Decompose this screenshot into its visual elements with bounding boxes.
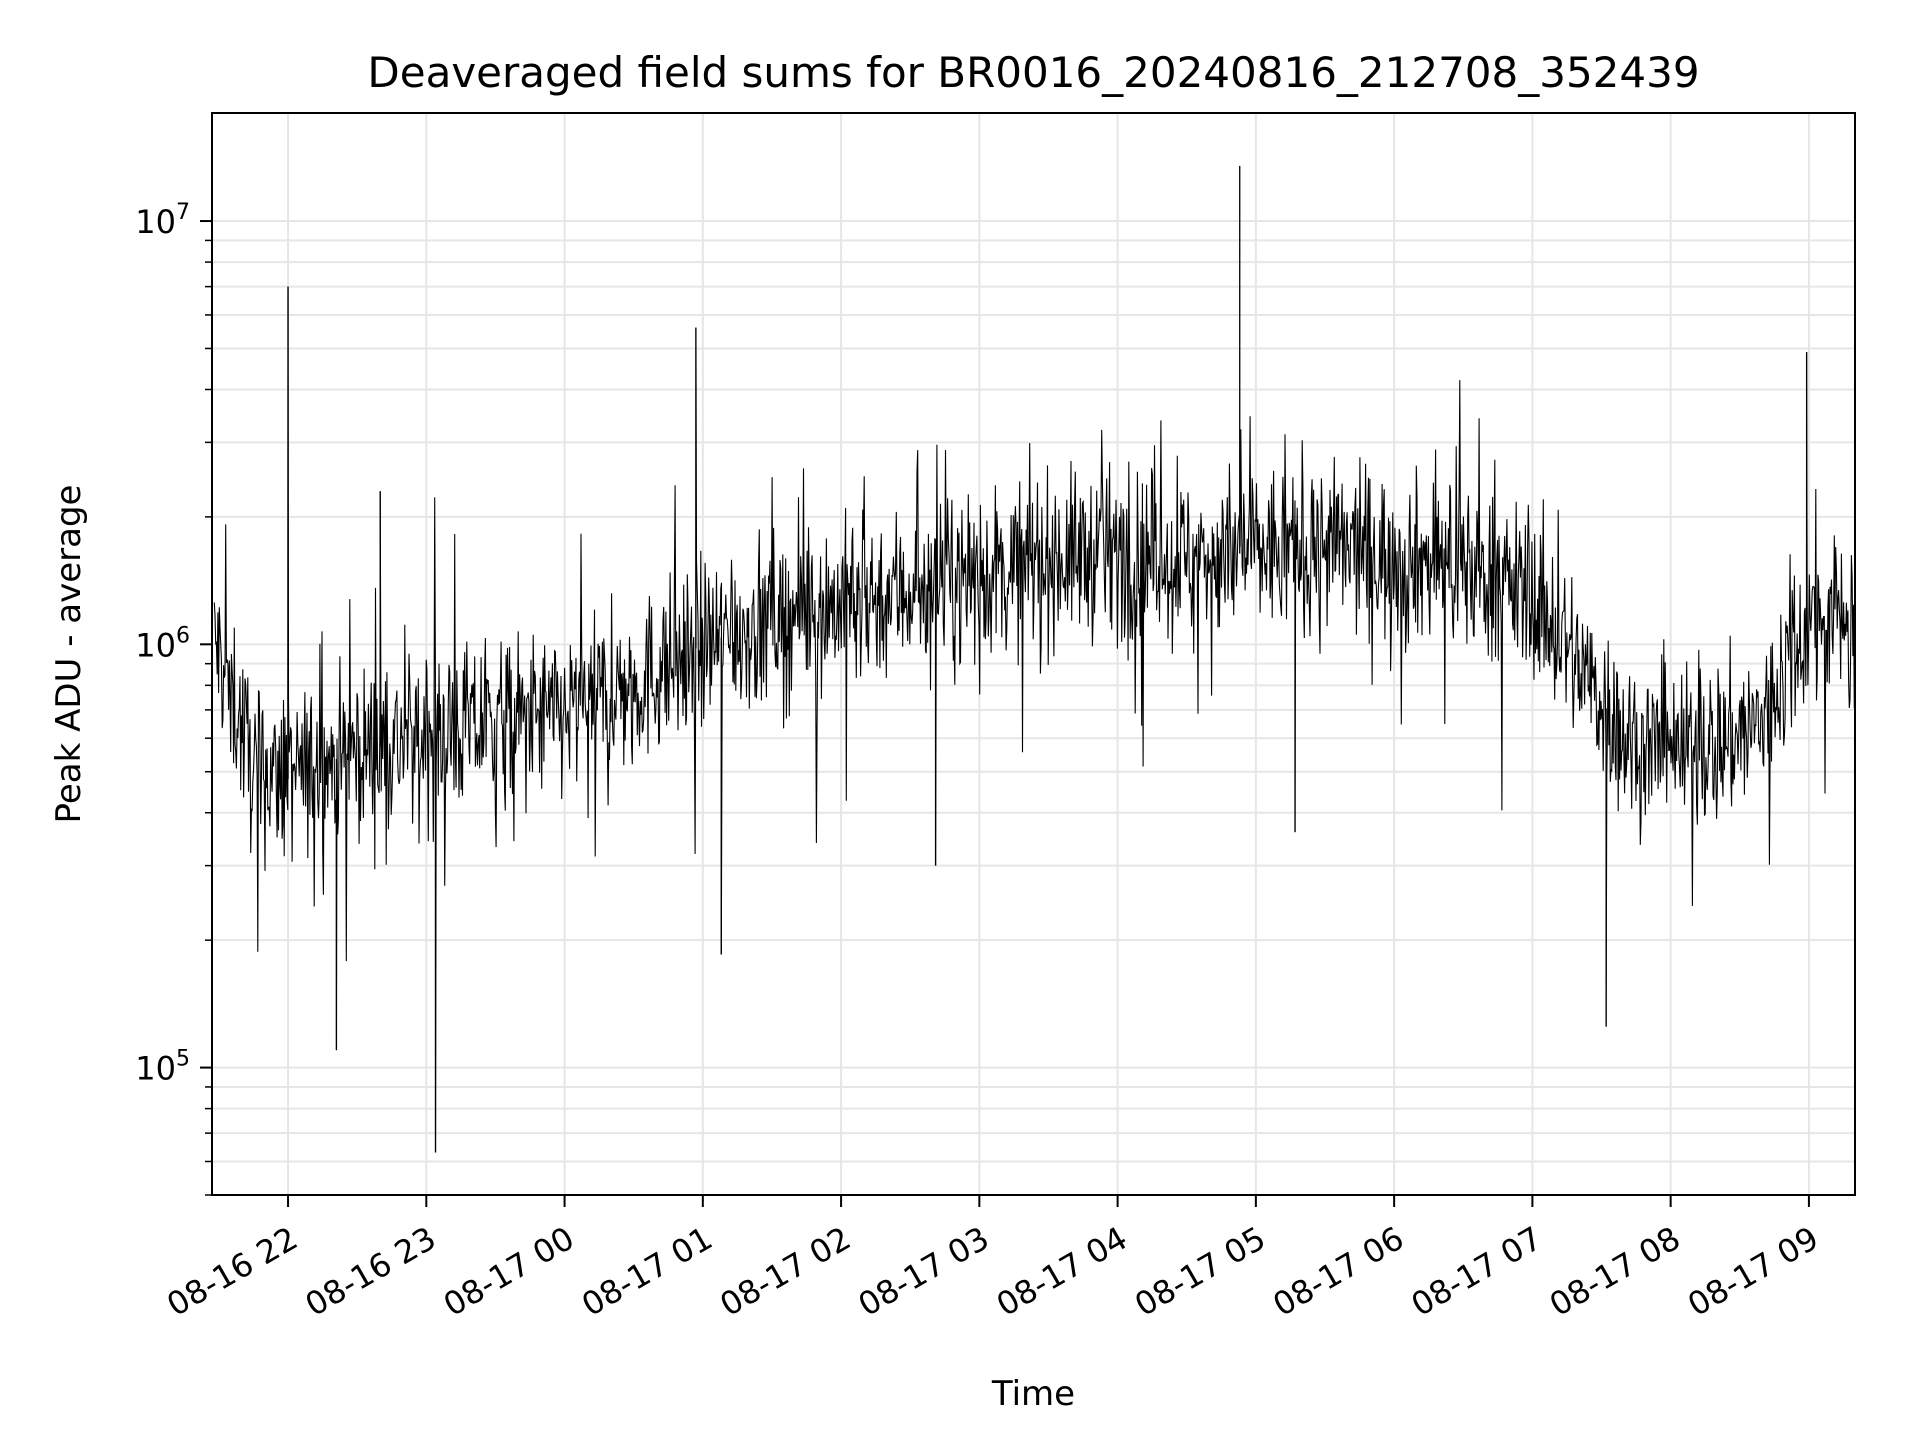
plot-frame: [211, 112, 1856, 1196]
series-layer: [213, 165, 1856, 1153]
y-tick-label: 105: [135, 1047, 190, 1088]
series-line: [213, 286, 1856, 1153]
y-axis: 105 106 107: [135, 200, 212, 1196]
x-axis-label: Time: [991, 1374, 1075, 1414]
y-axis-label: Peak ADU - average: [49, 485, 89, 824]
y-tick-label: 107: [135, 200, 190, 241]
chart-title: Deaveraged field sums for BR0016_2024081…: [367, 48, 1699, 97]
y-tick-label: 106: [135, 623, 190, 664]
grid: [212, 113, 1855, 1196]
